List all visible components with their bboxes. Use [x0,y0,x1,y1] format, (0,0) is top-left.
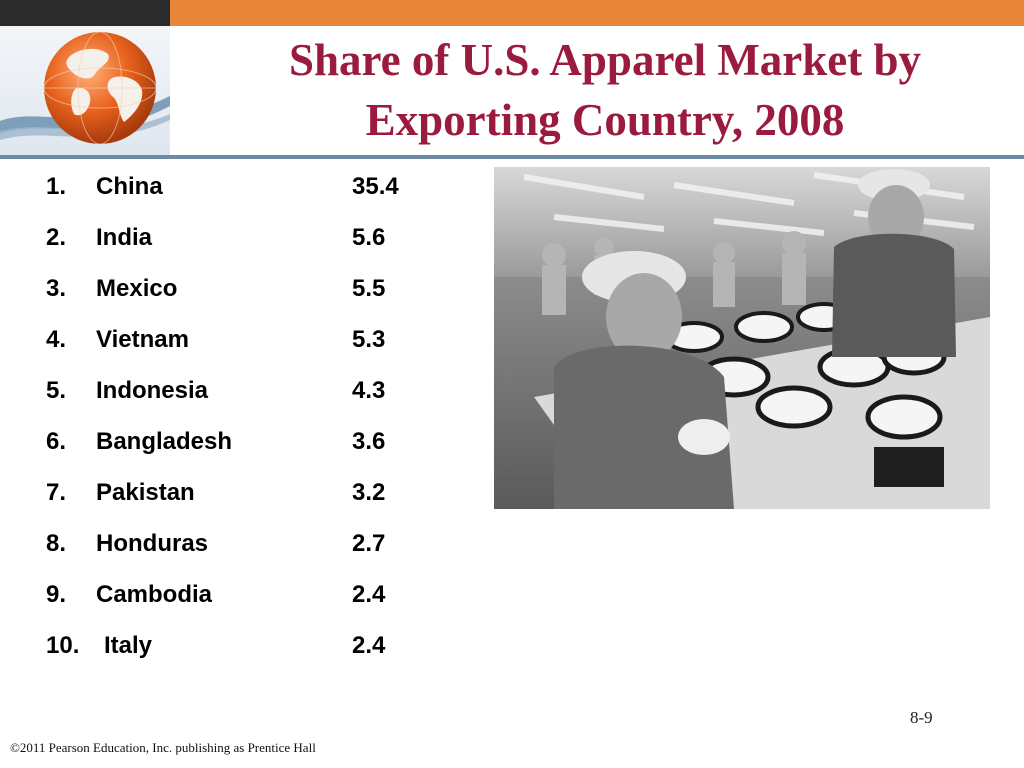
list-item: 5. Indonesia 4.3 [46,372,466,423]
country: China [96,173,163,200]
list-item: 10. Italy 2.4 [46,627,466,678]
list-item: 8. Honduras 2.7 [46,525,466,576]
value: 2.4 [352,632,386,659]
value: 2.4 [352,581,386,608]
list-item: 6. Bangladesh 3.6 [46,423,466,474]
page-title: Share of U.S. Apparel Market by Exportin… [190,30,1020,150]
rank: 4. [46,326,67,353]
value: 35.4 [352,173,399,200]
top-bar-orange [170,0,1024,26]
rank: 1. [46,173,67,200]
logo-panel [0,26,170,156]
list-item: 3. Mexico 5.5 [46,270,466,321]
ranking-list: 1. China 35.4 2. India 5.6 3. Mexico 5.5… [46,168,466,678]
value: 5.5 [352,275,386,302]
country: Mexico [96,275,178,302]
top-bar-dark [0,0,170,26]
rank: 8. [46,530,67,557]
factory-photo [494,167,990,509]
value: 2.7 [352,530,386,557]
country: Honduras [96,530,209,557]
list-item: 1. China 35.4 [46,168,466,219]
country: Italy [104,632,153,659]
rank: 7. [46,479,67,506]
country: India [96,224,153,251]
list-item: 7. Pakistan 3.2 [46,474,466,525]
rank: 9. [46,581,67,608]
list-item: 9. Cambodia 2.4 [46,576,466,627]
rank: 5. [46,377,67,404]
list-item: 2. India 5.6 [46,219,466,270]
country: Vietnam [96,326,189,353]
title-line-1: Share of U.S. Apparel Market by [288,35,922,85]
value: 4.3 [352,377,386,404]
rank: 6. [46,428,67,455]
country: Bangladesh [96,428,233,455]
rank: 2. [46,224,67,251]
country: Pakistan [96,479,195,506]
value: 5.6 [352,224,386,251]
copyright-footer: ©2011 Pearson Education, Inc. publishing… [10,740,316,755]
globe-icon [0,31,170,145]
value: 3.2 [352,479,386,506]
rank: 10. [46,632,80,659]
rank: 3. [46,275,67,302]
header-divider [0,155,1024,159]
value: 5.3 [352,326,386,353]
page-number: 8-9 [910,708,933,727]
value: 3.6 [352,428,386,455]
list-item: 4. Vietnam 5.3 [46,321,466,372]
factory-photo-illustration [494,167,990,509]
country: Cambodia [96,581,213,608]
title-line-2: Exporting Country, 2008 [365,95,845,145]
country: Indonesia [96,377,209,404]
